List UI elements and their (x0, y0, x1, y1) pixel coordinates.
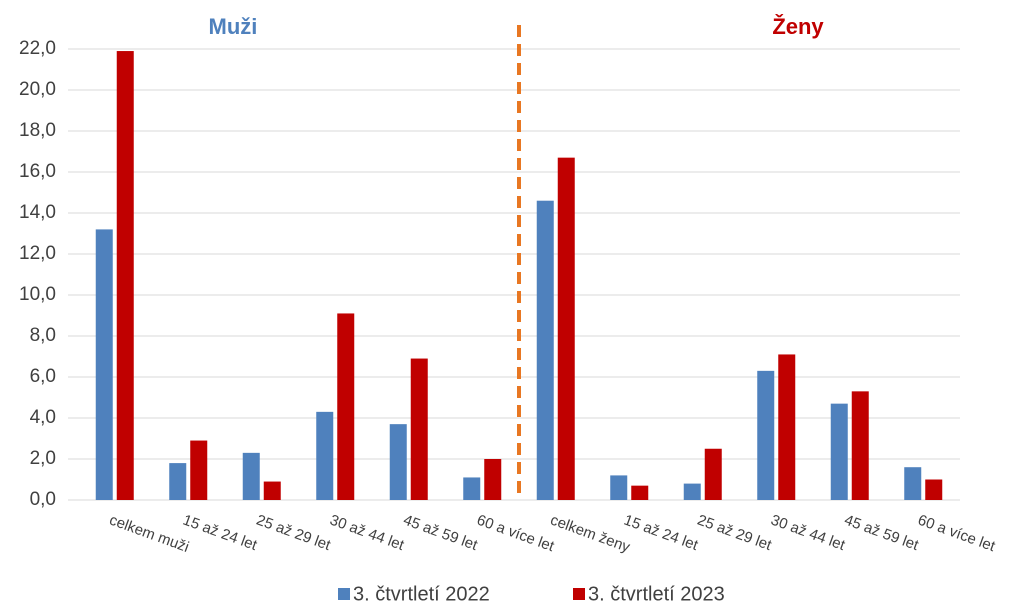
x-tick-label: 30 až 44 let (328, 512, 407, 555)
bar (463, 477, 481, 500)
bar (851, 391, 869, 500)
y-tick-label: 18,0 (19, 120, 56, 141)
bar (557, 157, 575, 500)
bar (337, 313, 355, 500)
annotation: Muži (209, 14, 258, 39)
y-tick-label: 16,0 (19, 161, 56, 182)
bar (631, 485, 649, 500)
bar (536, 200, 554, 500)
bar (925, 479, 943, 500)
annotation: Ženy (772, 14, 824, 39)
x-tick-label: 45 až 59 let (401, 512, 480, 555)
bar (704, 448, 722, 500)
y-tick-label: 0,0 (30, 489, 56, 510)
bar (242, 452, 260, 500)
y-tick-label: 10,0 (19, 284, 56, 305)
y-tick-label: 22,0 (19, 38, 56, 59)
bar (778, 354, 796, 500)
legend-label: 3. čtvrtletí 2022 (353, 583, 490, 605)
x-tick-label: 15 až 24 let (622, 512, 701, 555)
bar (610, 475, 628, 500)
bar (316, 411, 334, 500)
y-tick-label: 2,0 (30, 448, 56, 469)
bar (410, 358, 428, 500)
bar (389, 424, 407, 500)
y-tick-label: 14,0 (19, 202, 56, 223)
bar (683, 483, 701, 500)
x-tick-label: 60 a více let (916, 512, 999, 556)
bar (95, 229, 113, 500)
y-tick-label: 8,0 (30, 325, 56, 346)
x-tick-label: celkem ženy (548, 512, 633, 557)
legend-label: 3. čtvrtletí 2023 (588, 583, 725, 605)
bar (484, 459, 502, 500)
x-tick-label: 15 až 24 let (181, 512, 260, 555)
bar (263, 481, 281, 500)
bar (904, 467, 922, 500)
bar (830, 403, 848, 500)
bar (757, 370, 775, 500)
x-tick-label: 45 až 59 let (842, 512, 921, 555)
bar (169, 463, 187, 500)
y-tick-label: 12,0 (19, 243, 56, 264)
x-tick-label: 25 až 29 let (695, 512, 774, 555)
y-tick-label: 20,0 (19, 79, 56, 100)
x-tick-label: 60 a více let (475, 512, 558, 556)
legend-swatch (338, 588, 350, 600)
y-tick-label: 6,0 (30, 366, 56, 387)
legend-swatch (573, 588, 585, 600)
y-tick-label: 4,0 (30, 407, 56, 428)
x-tick-label: celkem muži (107, 512, 191, 556)
x-tick-label: 25 až 29 let (254, 512, 333, 555)
bar (116, 51, 134, 501)
bar (190, 440, 208, 500)
x-tick-label: 30 až 44 let (769, 512, 848, 555)
